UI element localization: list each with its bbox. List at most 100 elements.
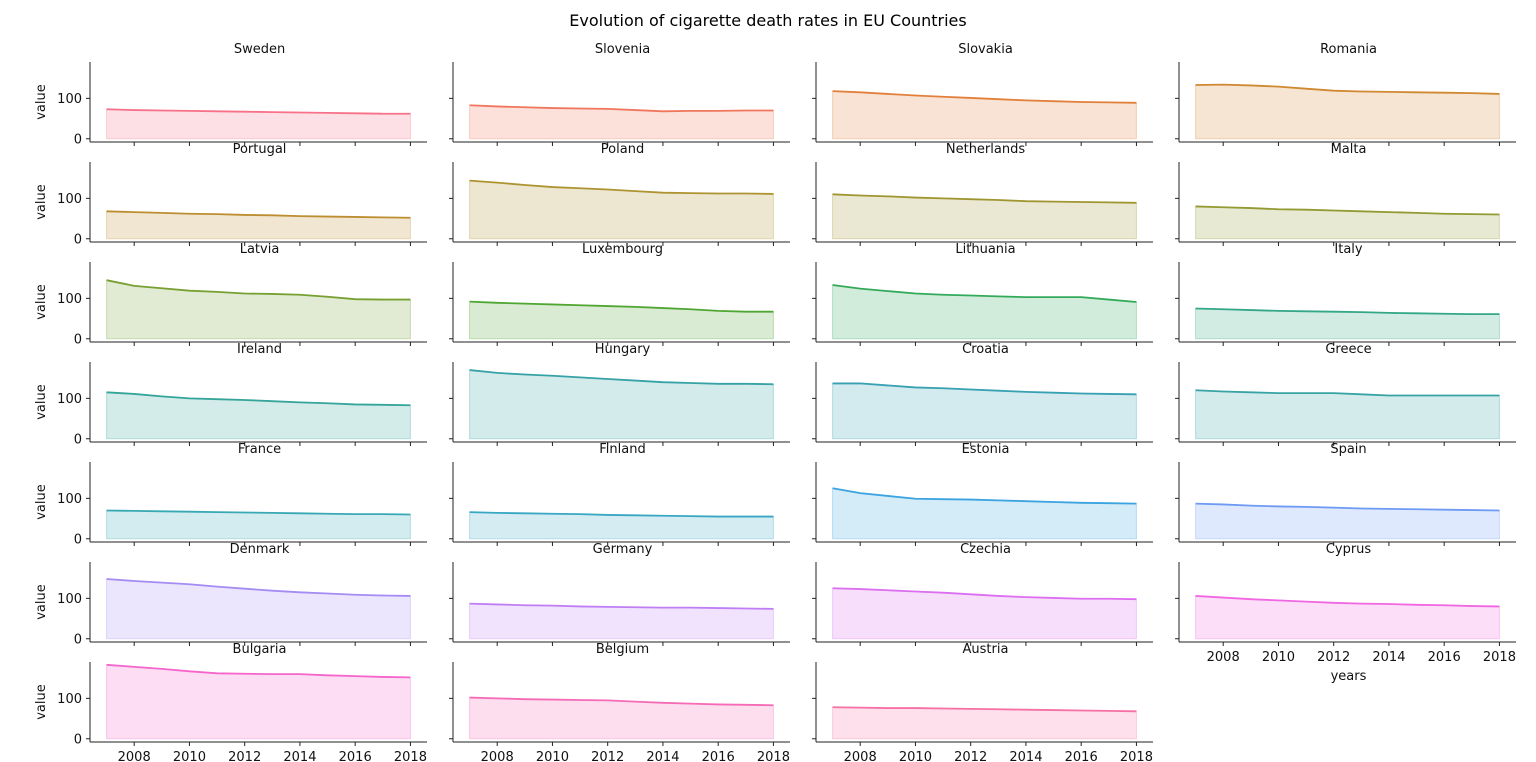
panel-luxembourg: Luxembourg xyxy=(449,242,790,346)
y-axis-label: value xyxy=(34,84,49,120)
line-luxembourg xyxy=(469,300,774,313)
panel-title: Italy xyxy=(1334,242,1363,257)
y-tick-label: 100 xyxy=(57,492,82,507)
x-tick-label: 2008 xyxy=(1207,650,1240,665)
panel-hungary: Hungary xyxy=(449,342,790,446)
panel-title: Slovenia xyxy=(595,42,650,57)
y-axis-label: value xyxy=(34,384,49,420)
panel-poland: Poland xyxy=(449,142,790,246)
y-tick-label: 0 xyxy=(74,732,82,747)
panel-title: Denmark xyxy=(230,542,290,557)
y-tick-label: 0 xyxy=(74,132,82,147)
x-tick-label: 2014 xyxy=(1372,650,1405,665)
area-latvia xyxy=(106,279,411,340)
y-tick-label: 100 xyxy=(57,392,82,407)
line-portugal xyxy=(106,210,411,219)
x-tick-label: 2010 xyxy=(1262,650,1295,665)
panel-finland: Finland xyxy=(449,442,790,546)
x-tick-label: 2012 xyxy=(1317,650,1350,665)
panel-title: Romania xyxy=(1320,42,1377,57)
x-tick-label: 2018 xyxy=(1120,750,1153,762)
panel-title: Hungary xyxy=(595,342,651,357)
x-tick-label: 2012 xyxy=(228,750,261,762)
panel-france: 0 100 France value xyxy=(34,442,427,547)
panel-spain: Spain xyxy=(1175,442,1516,546)
x-tick-label: 2018 xyxy=(1483,650,1516,665)
x-tick-label: 2016 xyxy=(702,750,735,762)
line-france xyxy=(106,509,411,516)
area-austria xyxy=(832,706,1137,740)
line-malta xyxy=(1195,205,1500,216)
line-spain xyxy=(1195,502,1500,512)
panel-title: Luxembourg xyxy=(582,242,663,257)
panel-title: Malta xyxy=(1331,142,1367,157)
panel-netherlands: Netherlands xyxy=(812,142,1153,246)
panel-malta: Malta xyxy=(1175,142,1516,246)
area-croatia xyxy=(832,382,1137,440)
panel-title: France xyxy=(238,442,281,457)
y-axis-label: value xyxy=(34,284,49,320)
line-romania xyxy=(1195,83,1500,95)
panel-title: Austria xyxy=(963,642,1009,657)
panel-romania: Romania xyxy=(1175,42,1516,146)
panel-italy: Italy xyxy=(1175,242,1516,346)
panel-austria: 2008 2010 2012 2014 2016 2018 Austria xyxy=(812,642,1153,762)
line-sweden xyxy=(106,108,411,115)
x-tick-label: 2010 xyxy=(173,750,206,762)
line-finland xyxy=(469,511,774,518)
area-greece xyxy=(1195,389,1500,440)
x-tick-label: 2010 xyxy=(536,750,569,762)
panel-estonia: Estonia xyxy=(812,442,1153,546)
y-tick-label: 0 xyxy=(74,532,82,547)
line-ireland xyxy=(106,391,411,407)
line-estonia xyxy=(832,487,1137,505)
panel-title: Estonia xyxy=(962,442,1010,457)
panel-lithuania: Lithuania xyxy=(812,242,1153,346)
y-axis-label: value xyxy=(34,684,49,720)
panel-title: Netherlands xyxy=(946,142,1025,157)
y-tick-label: 100 xyxy=(57,692,82,707)
x-tick-label: 2008 xyxy=(118,750,151,762)
y-tick-label: 0 xyxy=(74,232,82,247)
line-austria xyxy=(832,706,1137,713)
panel-title: Croatia xyxy=(962,342,1009,357)
panel-germany: Germany xyxy=(449,542,790,646)
panel-czechia: Czechia xyxy=(812,542,1153,646)
panel-denmark: 0 100 Denmark value xyxy=(34,542,427,647)
panel-slovakia: Slovakia xyxy=(812,42,1153,146)
panel-slovenia: Slovenia xyxy=(449,42,790,146)
area-denmark xyxy=(106,578,411,640)
panel-bulgaria: 0 100 2008 2010 2012 2014 2016 2018 Bulgaria valu… xyxy=(34,642,427,762)
x-tick-label: 2018 xyxy=(757,750,790,762)
panel-portugal: 0 100 Portugal value xyxy=(34,142,427,247)
y-tick-label: 0 xyxy=(74,632,82,647)
area-netherlands xyxy=(832,193,1137,240)
line-lithuania xyxy=(832,284,1137,303)
panel-ireland: 0 100 Ireland value xyxy=(34,342,427,447)
area-lithuania xyxy=(832,284,1137,340)
line-hungary xyxy=(469,369,774,386)
line-slovakia xyxy=(832,90,1137,104)
panel-greece: Greece xyxy=(1175,342,1516,446)
y-tick-label: 100 xyxy=(57,92,82,107)
y-tick-label: 100 xyxy=(57,592,82,607)
x-tick-label: 2012 xyxy=(591,750,624,762)
panel-title: Finland xyxy=(599,442,645,457)
line-greece xyxy=(1195,389,1500,397)
x-tick-label: 2016 xyxy=(339,750,372,762)
x-tick-label: 2010 xyxy=(899,750,932,762)
x-tick-label: 2016 xyxy=(1428,650,1461,665)
x-tick-label: 2014 xyxy=(646,750,679,762)
y-axis-label: value xyxy=(34,484,49,520)
panel-title: Slovakia xyxy=(958,42,1013,57)
panel-title: Belgium xyxy=(596,642,649,657)
x-tick-label: 2012 xyxy=(954,750,987,762)
panel-title: Sweden xyxy=(234,42,285,57)
panel-cyprus: 2008 2010 2012 2014 2016 2018 Cyprus xyxy=(1175,542,1516,665)
chart-title: Evolution of cigarette death rates in EU… xyxy=(569,11,967,30)
line-netherlands xyxy=(832,193,1137,204)
panel-title: Germany xyxy=(593,542,653,557)
x-axis-label: years xyxy=(1331,669,1367,684)
panel-title: Poland xyxy=(601,142,644,157)
